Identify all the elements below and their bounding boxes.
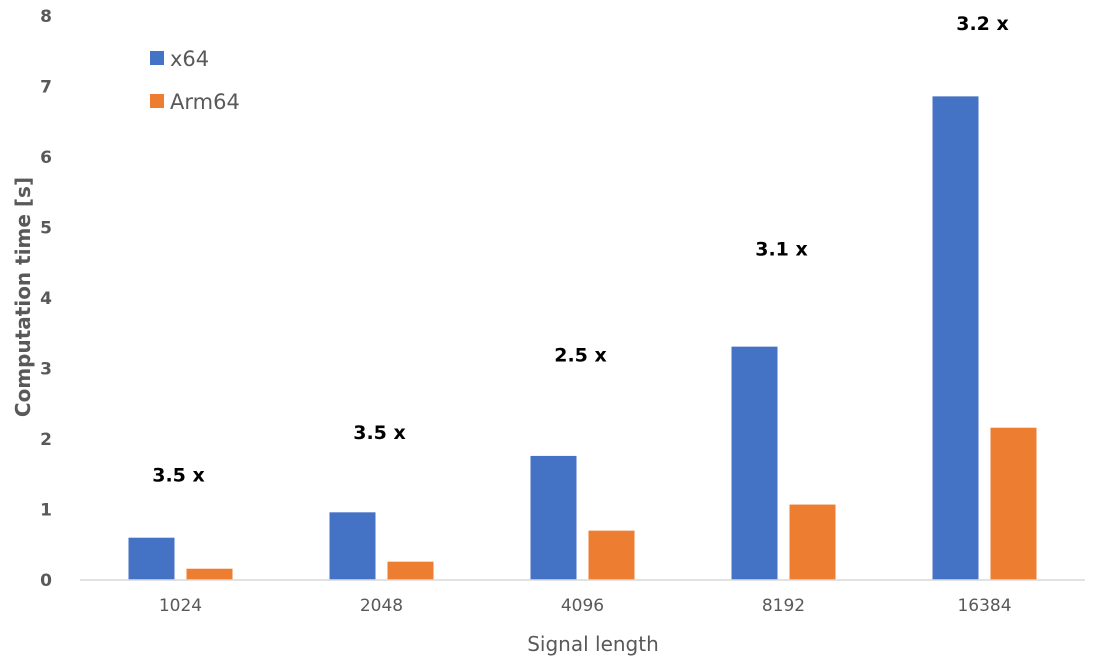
bar-x64-2048	[329, 512, 376, 580]
y-tick-label: 3	[40, 360, 52, 380]
ratio-annotations: 3.5 x 3.5 x 2.5 x 3.1 x 3.2 x	[152, 13, 1009, 486]
bar-arm64-1024	[186, 568, 233, 580]
y-tick-label: 2	[40, 430, 52, 450]
x-axis-title: Signal length	[527, 632, 659, 656]
bar-arm64-2048	[387, 561, 434, 580]
bar-arm64-16384	[990, 427, 1037, 580]
legend-label-x64: x64	[170, 47, 209, 71]
x-tick-label: 16384	[957, 596, 1011, 616]
bar-x64-4096	[530, 455, 577, 580]
y-tick-label: 5	[40, 219, 52, 239]
bar-x64-16384	[932, 96, 979, 581]
y-axis-title: Computation time [s]	[11, 177, 35, 417]
y-tick-label: 8	[40, 7, 52, 27]
legend-swatch-x64	[150, 51, 164, 65]
bar-arm64-4096	[588, 530, 635, 580]
y-axis-ticks: 0 1 2 3 4 5 6 7 8	[40, 7, 52, 591]
y-tick-label: 4	[40, 289, 52, 309]
bar-arm64-8192	[789, 504, 836, 580]
y-tick-label: 7	[40, 78, 52, 98]
x-axis-ticks: 1024 2048 4096 8192 16384	[159, 596, 1012, 616]
legend-swatch-arm64	[150, 94, 164, 108]
bar-x64-8192	[731, 346, 778, 580]
x-tick-label: 4096	[561, 596, 604, 616]
ratio-annotation: 3.5 x	[152, 464, 205, 486]
bar-x64-1024	[128, 537, 175, 580]
y-tick-label: 6	[40, 148, 52, 168]
ratio-annotation: 3.2 x	[956, 13, 1009, 35]
ratio-annotation: 3.5 x	[353, 422, 406, 444]
y-tick-label: 0	[40, 571, 52, 591]
y-tick-label: 1	[40, 501, 52, 521]
bars-layer	[128, 96, 1037, 581]
x-tick-label: 2048	[360, 596, 403, 616]
legend-label-arm64: Arm64	[170, 90, 240, 114]
legend: x64 Arm64	[150, 47, 240, 114]
x-tick-label: 8192	[762, 596, 805, 616]
ratio-annotation: 2.5 x	[554, 344, 607, 366]
ratio-annotation: 3.1 x	[755, 239, 808, 261]
x-tick-label: 1024	[159, 596, 202, 616]
